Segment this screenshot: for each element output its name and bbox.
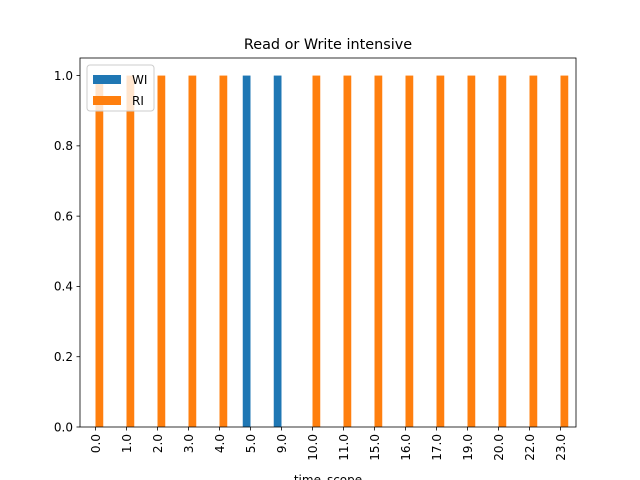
x-tick-label: 11.0 [337,434,351,461]
bar-ri-16.0 [405,75,414,428]
x-tick-label: 19.0 [461,434,475,461]
bar-ri-0.0 [95,75,104,428]
chart-title: Read or Write intensive [244,37,412,53]
x-tick-label: 5.0 [244,434,258,453]
y-tick-label: 0.6 [54,209,73,223]
axes-frame [79,57,577,428]
bar-ri-19.0 [467,75,476,428]
x-tick-label: 4.0 [213,434,227,453]
legend-swatch-wi [93,75,121,84]
bar-ri-1.0 [126,75,135,428]
bar-ri-20.0 [498,75,507,428]
bar-ri-17.0 [436,75,445,428]
x-tick-label: 9.0 [275,434,289,453]
y-tick-label: 0.8 [54,139,73,153]
bar-ri-3.0 [188,75,197,428]
legend-label-ri: RI [132,94,144,108]
plot-area: 0.0 0.2 0.4 0.6 0.8 1.0 0.0 1.0 2.0 3.0 4.0 5.0 9.0 1… [54,57,577,461]
legend-label-wi: WI [132,73,147,87]
x-tick-label: 1.0 [120,434,134,453]
legend-swatch-ri [93,96,121,105]
bar-ri-23.0 [560,75,569,428]
x-tick-label: 20.0 [492,434,506,461]
y-tick-label: 0.2 [54,350,73,364]
bar-ri-15.0 [374,75,383,428]
x-tick-label: 17.0 [430,434,444,461]
bar-wi-5.0 [242,75,251,428]
y-tick-label: 0.0 [54,420,73,434]
x-tick-label: 3.0 [182,434,196,453]
bar-ri-11.0 [343,75,352,428]
bar-ri-2.0 [157,75,166,428]
x-tick-label: 15.0 [368,434,382,461]
x-axis-label: time_scope [294,473,362,480]
y-tick-label: 1.0 [54,69,73,83]
x-tick-label: 2.0 [151,434,165,453]
x-tick-label: 0.0 [89,434,103,453]
bar-wi-9.0 [273,75,282,428]
bar-ri-10.0 [312,75,321,428]
x-tick-label: 16.0 [399,434,413,461]
x-tick-label: 23.0 [554,434,568,461]
y-tick-label: 0.4 [54,280,73,294]
x-tick-label: 10.0 [306,434,320,461]
legend: WI RI [86,64,155,112]
x-tick-label: 22.0 [523,434,537,461]
bar-ri-4.0 [219,75,228,428]
bar-ri-22.0 [529,75,538,428]
